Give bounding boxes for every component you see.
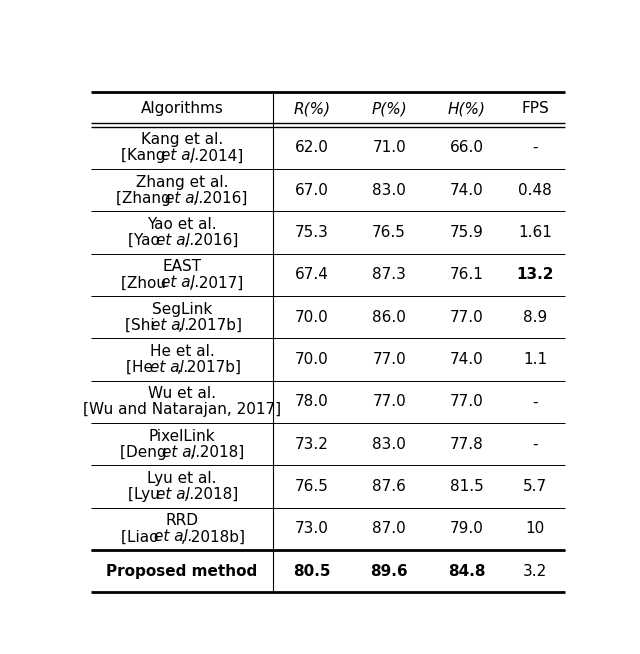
Text: 84.8: 84.8: [448, 564, 485, 579]
Text: 79.0: 79.0: [450, 521, 483, 536]
Text: 76.5: 76.5: [295, 479, 329, 494]
Text: , 2018]: , 2018]: [184, 487, 238, 502]
Text: 87.3: 87.3: [372, 267, 406, 283]
Text: [Deng: [Deng: [120, 445, 172, 460]
Text: Lyu et al.: Lyu et al.: [147, 471, 217, 486]
Text: [Liao: [Liao: [121, 530, 163, 545]
Text: -: -: [532, 437, 538, 452]
Text: 1.1: 1.1: [523, 352, 547, 367]
Text: , 2017b]: , 2017b]: [179, 318, 243, 333]
Text: , 2017b]: , 2017b]: [177, 360, 241, 375]
Text: [He: [He: [126, 360, 158, 375]
Text: 83.0: 83.0: [372, 437, 406, 452]
Text: 86.0: 86.0: [372, 310, 406, 324]
Text: 80.5: 80.5: [293, 564, 330, 579]
Text: -: -: [532, 394, 538, 409]
Text: H(%): H(%): [447, 101, 486, 116]
Text: FPS: FPS: [522, 101, 549, 116]
Text: 77.0: 77.0: [450, 310, 483, 324]
Text: 75.3: 75.3: [295, 225, 329, 240]
Text: 62.0: 62.0: [295, 140, 329, 155]
Text: 8.9: 8.9: [523, 310, 547, 324]
Text: Kang et al.: Kang et al.: [141, 132, 223, 147]
Text: 3.2: 3.2: [523, 564, 547, 579]
Text: 73.0: 73.0: [295, 521, 329, 536]
Text: 67.0: 67.0: [295, 182, 329, 198]
Text: RRD: RRD: [166, 513, 198, 528]
Text: 81.5: 81.5: [450, 479, 483, 494]
Text: et al.: et al.: [161, 275, 200, 290]
Text: 70.0: 70.0: [295, 352, 329, 367]
Text: et al.: et al.: [161, 445, 200, 460]
Text: et al.: et al.: [150, 360, 189, 375]
Text: 70.0: 70.0: [295, 310, 329, 324]
Text: Wu et al.: Wu et al.: [148, 387, 216, 402]
Text: 78.0: 78.0: [295, 394, 329, 409]
Text: 77.0: 77.0: [450, 394, 483, 409]
Text: Algorithms: Algorithms: [141, 101, 223, 116]
Text: et al.: et al.: [161, 148, 200, 164]
Text: P(%): P(%): [371, 101, 407, 116]
Text: , 2016]: , 2016]: [193, 191, 247, 205]
Text: , 2016]: , 2016]: [184, 233, 239, 248]
Text: 71.0: 71.0: [372, 140, 406, 155]
Text: EAST: EAST: [163, 259, 202, 274]
Text: 10: 10: [525, 521, 545, 536]
Text: PixelLink: PixelLink: [148, 428, 215, 443]
Text: R(%): R(%): [293, 101, 330, 116]
Text: 77.8: 77.8: [450, 437, 483, 452]
Text: 83.0: 83.0: [372, 182, 406, 198]
Text: -: -: [532, 140, 538, 155]
Text: 66.0: 66.0: [449, 140, 484, 155]
Text: He et al.: He et al.: [150, 344, 214, 359]
Text: et al.: et al.: [156, 233, 195, 248]
Text: et al.: et al.: [154, 530, 193, 545]
Text: 77.0: 77.0: [372, 352, 406, 367]
Text: Proposed method: Proposed method: [106, 564, 257, 579]
Text: 0.48: 0.48: [518, 182, 552, 198]
Text: Yao et al.: Yao et al.: [147, 217, 217, 232]
Text: [Lyu: [Lyu: [127, 487, 164, 502]
Text: Zhang et al.: Zhang et al.: [136, 175, 228, 190]
Text: 87.6: 87.6: [372, 479, 406, 494]
Text: , 2018b]: , 2018b]: [181, 530, 245, 545]
Text: 13.2: 13.2: [516, 267, 554, 283]
Text: 87.0: 87.0: [372, 521, 406, 536]
Text: 74.0: 74.0: [450, 352, 483, 367]
Text: 1.61: 1.61: [518, 225, 552, 240]
Text: et al.: et al.: [156, 487, 195, 502]
Text: 5.7: 5.7: [523, 479, 547, 494]
Text: [Yao: [Yao: [127, 233, 164, 248]
Text: , 2018]: , 2018]: [190, 445, 244, 460]
Text: 76.1: 76.1: [450, 267, 483, 283]
Text: [Kang: [Kang: [121, 148, 171, 164]
Text: [Zhang: [Zhang: [116, 191, 176, 205]
Text: , 2017]: , 2017]: [189, 275, 243, 290]
Text: et al.: et al.: [164, 191, 204, 205]
Text: , 2014]: , 2014]: [189, 148, 243, 164]
Text: SegLink: SegLink: [152, 301, 212, 317]
Text: 76.5: 76.5: [372, 225, 406, 240]
Text: 77.0: 77.0: [372, 394, 406, 409]
Text: 74.0: 74.0: [450, 182, 483, 198]
Text: [Shi: [Shi: [125, 318, 159, 333]
Text: 89.6: 89.6: [371, 564, 408, 579]
Text: et al.: et al.: [151, 318, 190, 333]
Text: 73.2: 73.2: [295, 437, 329, 452]
Text: 67.4: 67.4: [295, 267, 329, 283]
Text: [Wu and Natarajan, 2017]: [Wu and Natarajan, 2017]: [83, 402, 281, 417]
Text: [Zhou: [Zhou: [121, 275, 171, 290]
Text: 75.9: 75.9: [450, 225, 483, 240]
